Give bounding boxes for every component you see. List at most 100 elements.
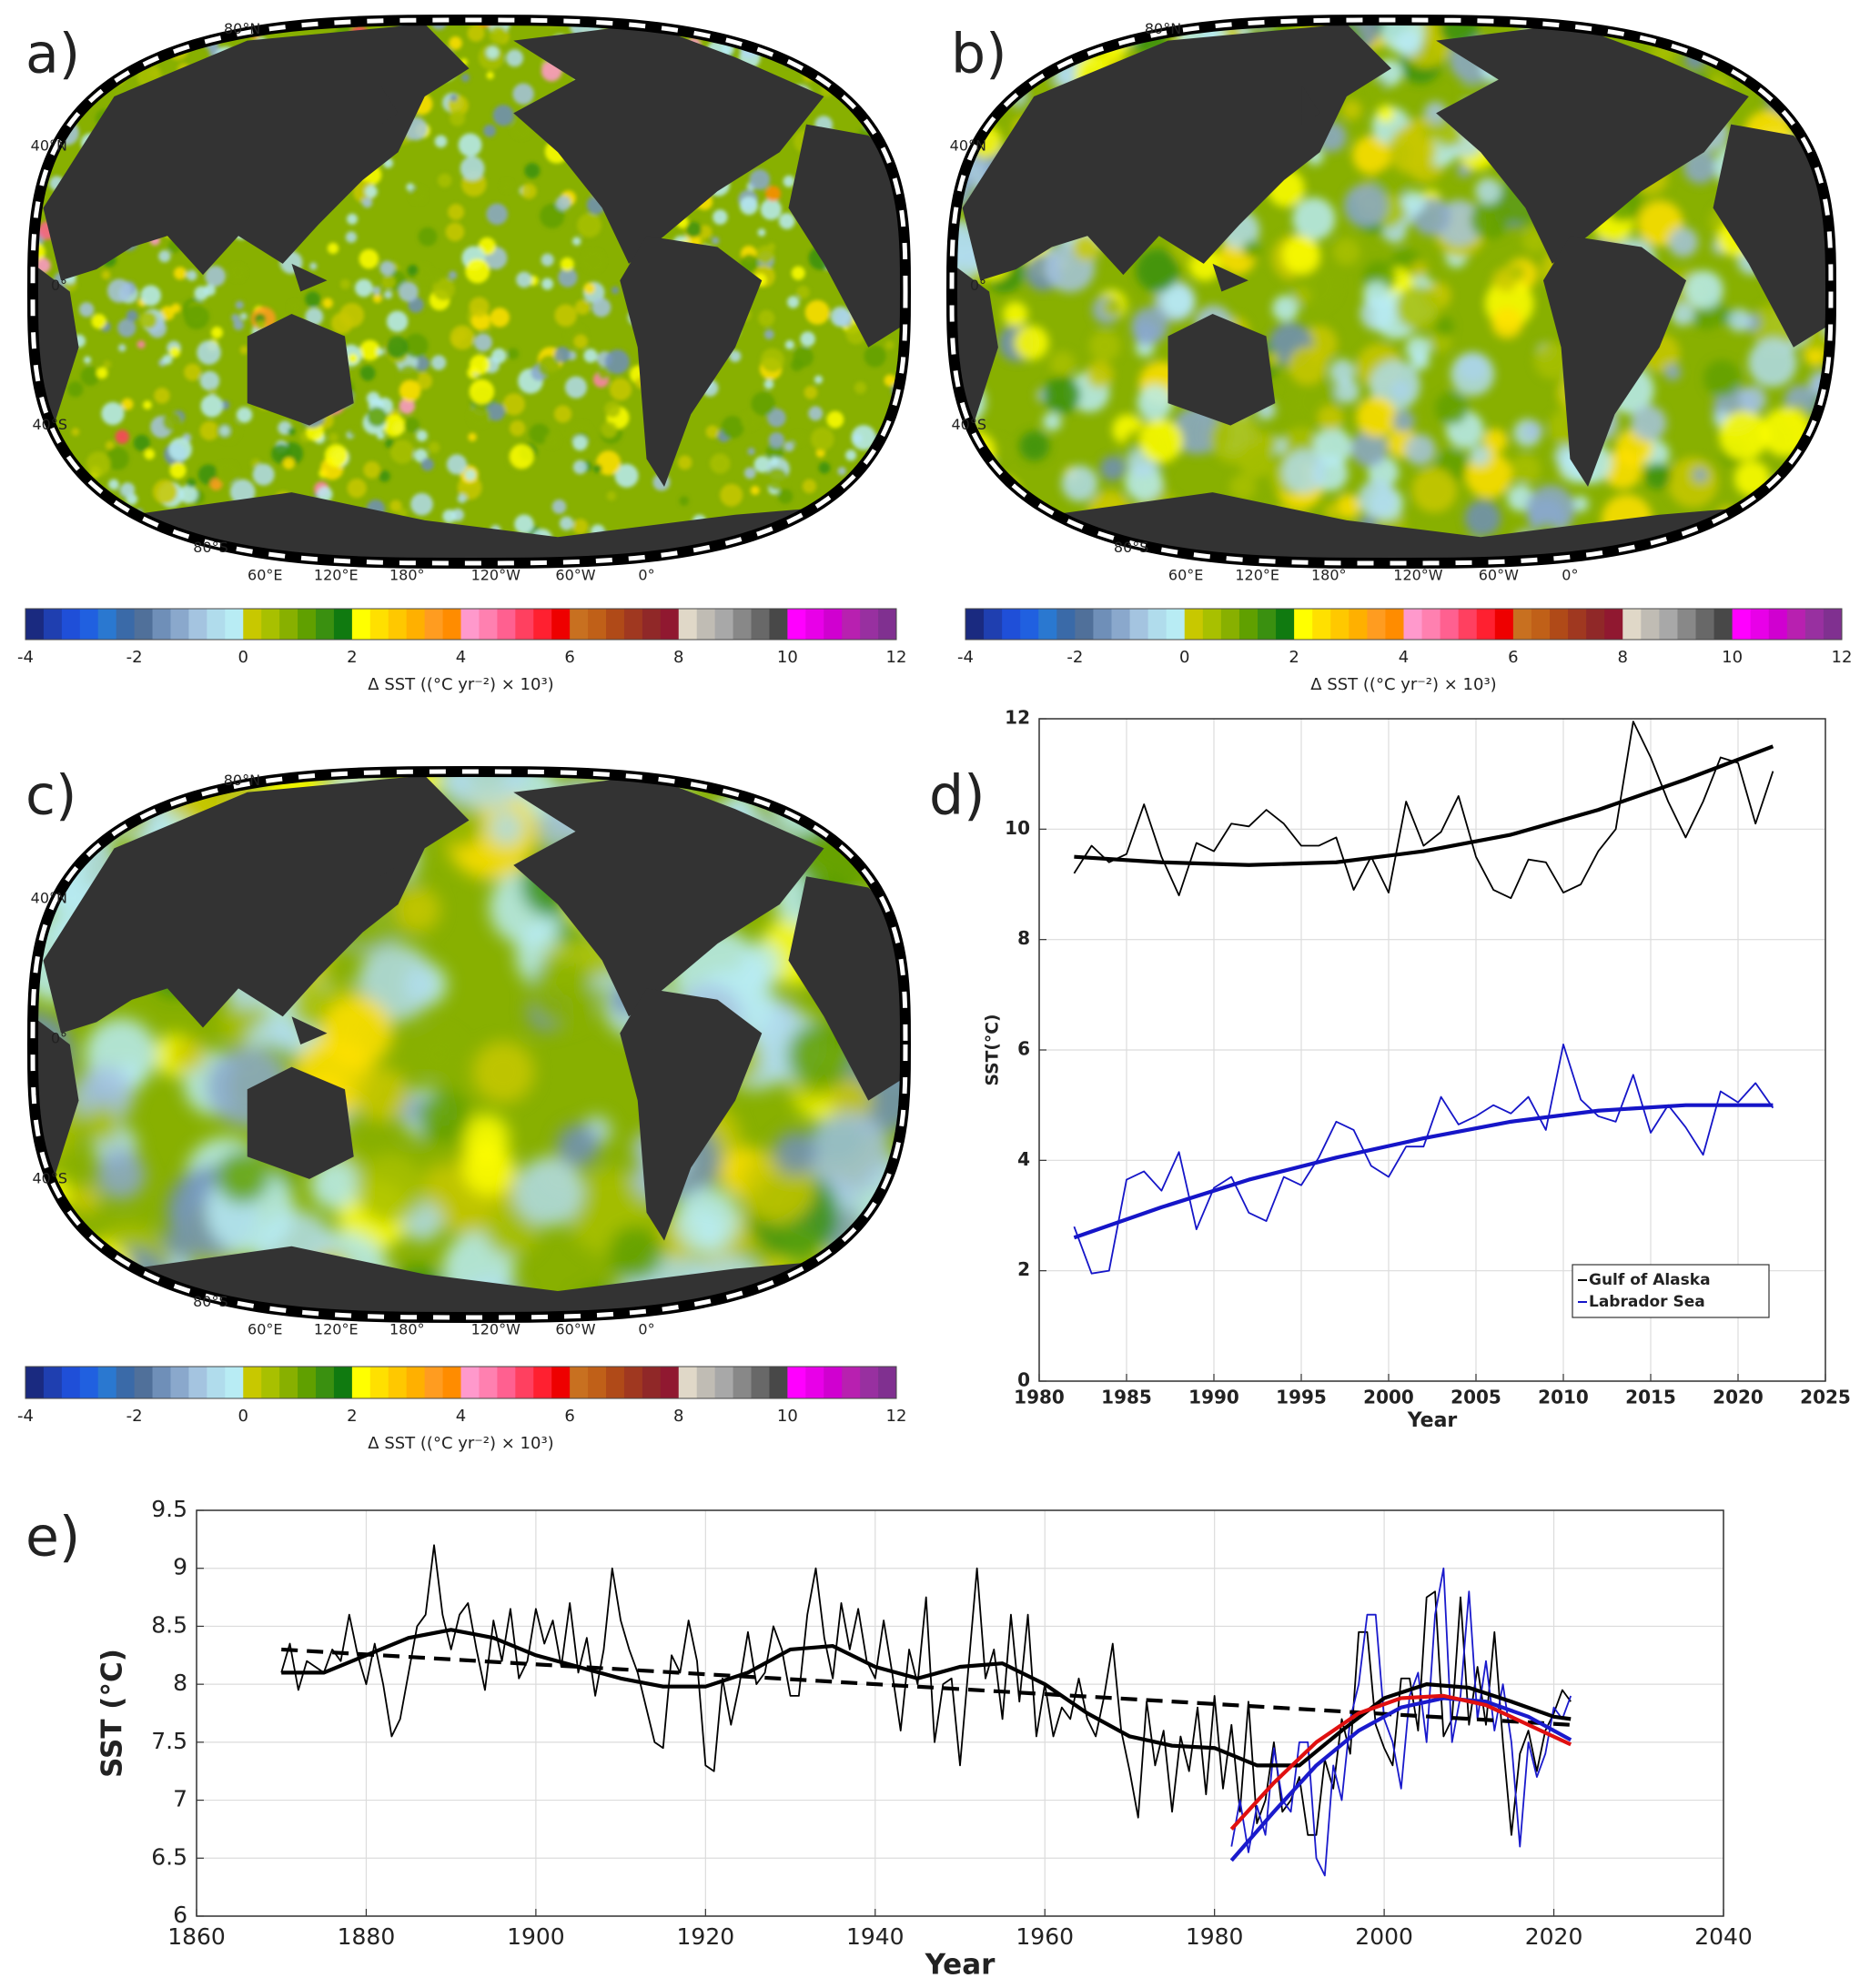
axes-frame [196, 1509, 1724, 1917]
ocean-patch [1630, 405, 1667, 441]
ocean-patch [33, 1263, 90, 1317]
ocean-patch [288, 427, 296, 436]
land [1713, 124, 1831, 348]
colorbar-swatch [714, 609, 734, 640]
colorbar-swatch [497, 609, 516, 640]
colorbar-swatch [1129, 609, 1149, 640]
ocean-patch [235, 300, 244, 309]
ocean-patch [769, 456, 779, 466]
ocean-patch [1711, 537, 1759, 563]
colorbar-swatch [261, 1367, 280, 1398]
ocean-patch [60, 565, 69, 574]
colorbar-swatch [116, 1367, 136, 1398]
colorbar-swatch [497, 1367, 516, 1398]
ocean-patch [197, 340, 221, 365]
series-line [1073, 1103, 1774, 1240]
ocean-patch [77, 503, 94, 519]
ocean-patch [826, 410, 844, 429]
colorbar-swatch [824, 609, 843, 640]
colorbar-swatch [207, 609, 226, 640]
ocean-patch [1329, 358, 1356, 386]
colorbar-swatch [1403, 609, 1423, 640]
ocean-patch [800, 331, 815, 347]
ocean-patch [885, 65, 897, 76]
series-line [1074, 744, 1774, 867]
ocean-patch [50, 558, 66, 563]
ocean-patch [952, 540, 990, 563]
ocean-patch [428, 441, 440, 454]
ocean-patch [105, 440, 115, 450]
y-tick-label: 0 [1017, 1369, 1030, 1391]
panel-label: e) [25, 1506, 80, 1569]
ocean-patch [33, 835, 58, 885]
ocean-patch [866, 101, 884, 118]
ocean-patch [171, 1036, 207, 1073]
ocean-patch [1362, 281, 1390, 308]
ocean-patch [233, 319, 244, 330]
land [1167, 314, 1276, 426]
ocean-patch [414, 264, 433, 283]
ocean-patch [381, 275, 396, 289]
ocean-patch [252, 463, 275, 486]
panel-label: d) [929, 764, 986, 828]
ocean-patch [186, 269, 197, 281]
ocean-patch [1523, 420, 1543, 440]
ocean-patch [108, 479, 119, 490]
ocean-patch [446, 454, 468, 475]
ocean-patch [33, 98, 52, 122]
ocean-patch [514, 514, 534, 534]
ocean-patch [766, 408, 786, 428]
ocean-patch [845, 449, 857, 461]
ocean-patch [796, 286, 810, 299]
colorbar-frame [965, 608, 1843, 641]
map-frame [26, 14, 912, 570]
ocean-patch [829, 782, 877, 830]
colorbar-tick-label: 0 [238, 648, 248, 667]
ocean-patch [162, 411, 183, 431]
ocean-patch [743, 467, 756, 479]
ocean-patch [544, 432, 561, 449]
ocean-patch [1332, 237, 1360, 266]
ocean-patch [1739, 385, 1767, 414]
ocean-patch [851, 425, 876, 450]
ocean-patch [1086, 360, 1114, 389]
ocean-patch [1719, 410, 1769, 460]
ocean-patch [768, 431, 785, 449]
panel-label: c) [25, 764, 76, 828]
ocean-patch [698, 225, 713, 239]
colorbar-swatch [207, 1367, 226, 1398]
ocean-patch [527, 960, 595, 1028]
colorbar-swatch [1385, 609, 1404, 640]
ocean-patch [1036, 20, 1077, 48]
colorbar-swatch [1494, 609, 1514, 640]
ocean-patch [162, 543, 187, 563]
ocean-patch [410, 492, 433, 516]
colorbar-swatch [61, 609, 81, 640]
series-line [1073, 1044, 1774, 1275]
land [1542, 236, 1687, 488]
ocean-patch [91, 313, 106, 329]
ocean-patch [798, 34, 806, 42]
lat-label: 40°N [31, 137, 67, 155]
ocean-patch [674, 1187, 740, 1253]
ocean-patch [583, 282, 596, 295]
ocean-patch [445, 222, 465, 242]
ocean-patch [719, 20, 731, 24]
ocean-patch [383, 290, 393, 299]
x-tick-label: 2025 [1800, 1387, 1851, 1408]
y-tick-label: 6.5 [151, 1843, 187, 1870]
ocean-patch [844, 42, 865, 65]
ocean-patch [1471, 200, 1511, 240]
ocean-patch [540, 203, 565, 229]
lat-label: 40°N [31, 889, 67, 906]
colorbar-swatch [316, 609, 335, 640]
series-line [281, 1628, 1572, 1768]
colorbar-swatch [1294, 609, 1313, 640]
ocean-patch [1491, 307, 1523, 339]
colorbar-tick-label: 12 [886, 1407, 907, 1426]
ocean-patch [56, 550, 79, 563]
series-line [281, 1647, 1572, 1727]
ocean-patch [1410, 260, 1428, 278]
ocean-patch [834, 20, 854, 39]
colorbar-tick-label: -2 [126, 1407, 143, 1426]
